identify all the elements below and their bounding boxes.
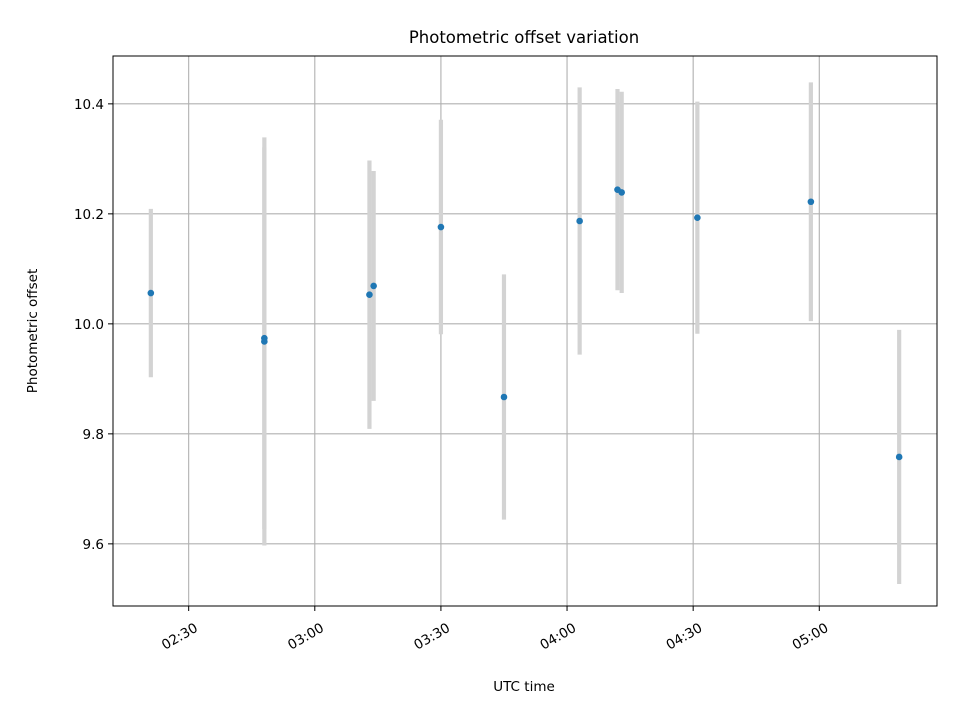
x-axis-label: UTC time [493,679,555,695]
y-tick-label: 10.2 [74,207,104,223]
y-tick-label: 10.0 [74,317,104,333]
data-point [147,289,155,297]
plot-frame [112,55,938,607]
data-point [895,453,903,461]
y-axis-label: Photometric offset [25,269,41,393]
data-point [366,291,373,299]
data-points [147,186,903,461]
data-point [694,214,701,221]
chart-title: Photometric offset variation [409,28,639,47]
data-point [576,217,583,225]
data-point [807,198,815,206]
y-tick-label: 10.4 [74,97,104,113]
data-point [370,282,377,290]
data-point [437,223,445,231]
data-point [261,334,268,342]
y-tick-label: 9.6 [83,537,104,553]
data-point [500,393,508,401]
y-axis-ticks: 9.6 9.8 10.0 10.2 10.4 [74,97,113,553]
data-point [618,189,625,196]
y-tick-label: 9.8 [83,427,104,443]
